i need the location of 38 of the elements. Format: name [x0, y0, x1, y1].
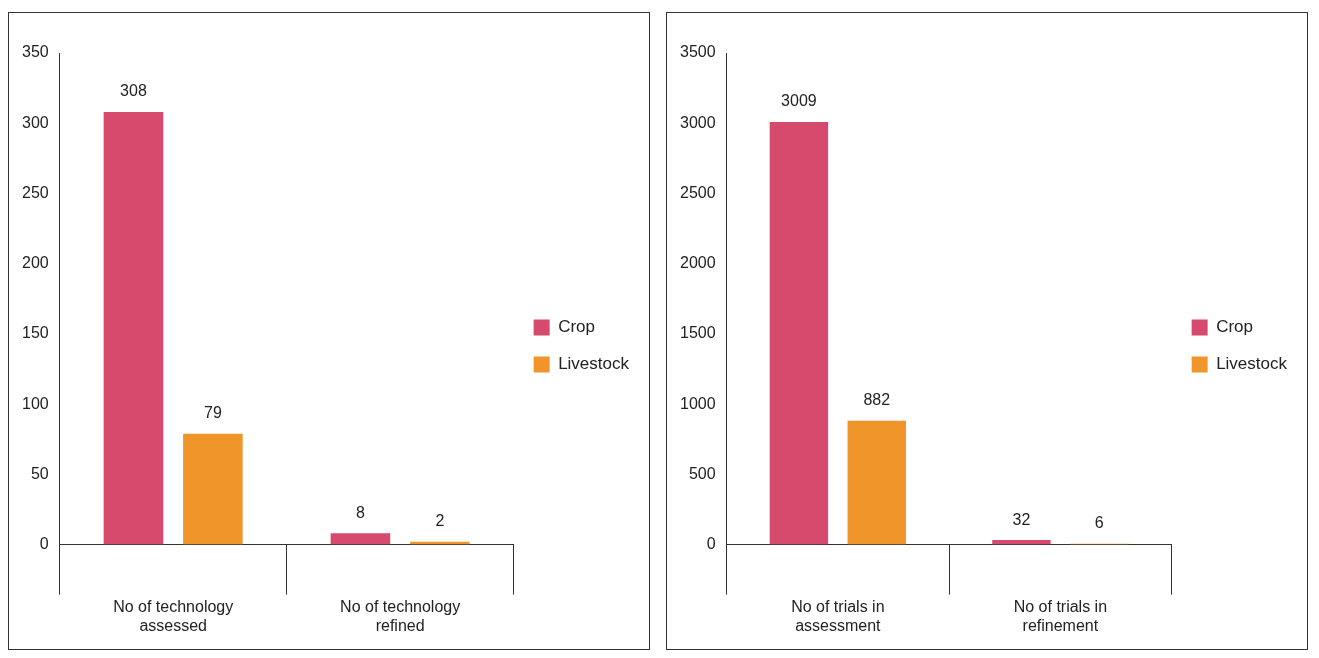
y-tick-label: 500: [688, 464, 716, 482]
y-tick-label: 3500: [680, 43, 716, 61]
y-tick-label: 2000: [680, 254, 716, 272]
y-tick-label: 300: [21, 113, 49, 131]
bar: [330, 533, 391, 545]
y-tick-label: 350: [21, 43, 49, 61]
data-label: 2: [435, 512, 445, 530]
data-label: 882: [863, 391, 891, 409]
y-tick-label: 0: [706, 535, 716, 553]
y-tick-label: 1000: [680, 394, 716, 412]
y-tick-label: 2500: [680, 183, 716, 201]
data-label: 8: [355, 503, 365, 521]
data-label: 308: [120, 82, 147, 100]
bar: [183, 433, 243, 545]
y-tick-label: 50: [30, 464, 49, 482]
legend-label: Livestock: [558, 354, 630, 374]
y-tick-label: 250: [21, 183, 49, 201]
data-label: 3009: [781, 92, 817, 110]
legend-label: Livestock: [1216, 354, 1288, 374]
y-tick-label: 1500: [680, 324, 716, 342]
y-tick-label: 3000: [680, 113, 716, 131]
x-tick-label: No of trials in assessment: [791, 597, 885, 634]
x-tick-label: No of trials in refinement: [1013, 597, 1108, 634]
x-tick-label: No of technology assessed: [113, 597, 234, 634]
bar: [847, 420, 906, 545]
bar: [103, 111, 164, 545]
y-tick-label: 200: [21, 254, 49, 272]
y-tick-label: 150: [21, 324, 49, 342]
y-tick-label: 0: [39, 535, 49, 553]
data-label: 6: [1094, 514, 1104, 532]
bar: [992, 540, 1051, 545]
y-tick-label: 100: [21, 394, 49, 412]
data-label: 79: [204, 404, 222, 422]
legend-label: Crop: [1216, 317, 1253, 337]
bar: [769, 121, 829, 545]
x-tick-label: No of technology refined: [340, 597, 461, 634]
legend-label: Crop: [558, 317, 595, 337]
data-label: 32: [1012, 510, 1031, 528]
